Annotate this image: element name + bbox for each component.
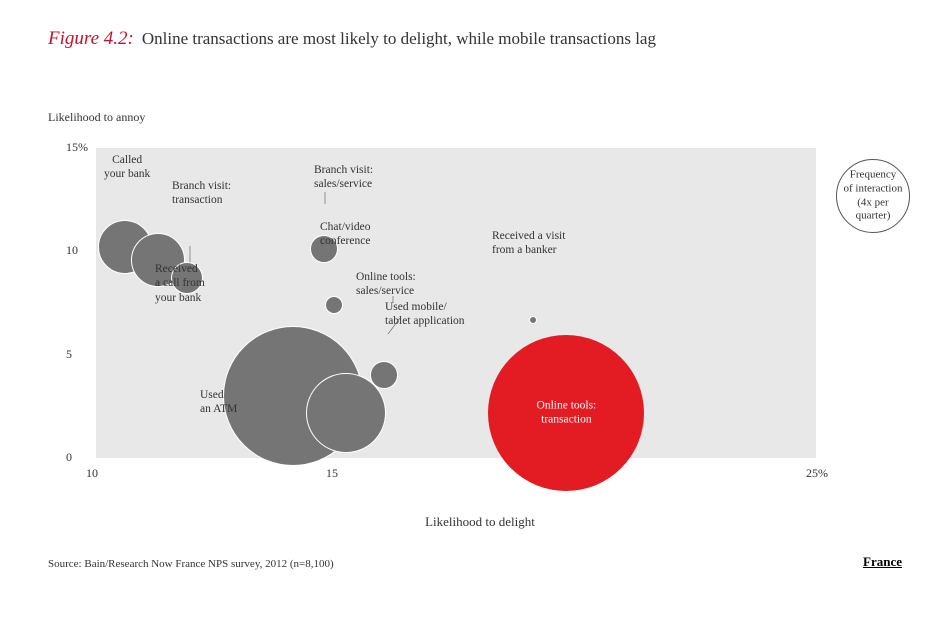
figure-header: Figure 4.2: Online transactions are most… (48, 28, 902, 50)
country-label: France (863, 554, 902, 570)
y-tick-label: 10 (66, 243, 78, 258)
bubble-label-used-atm: Usedan ATM (200, 388, 237, 417)
x-tick-label: 10 (86, 466, 98, 481)
bubble-label-chat-video: Chat/videoconference (320, 220, 370, 249)
bubble-label-received-call: Receiveda call fromyour bank (155, 262, 205, 305)
bubble-online-sales (370, 361, 398, 389)
y-axis-label: Likelihood to annoy (48, 110, 145, 125)
bubble-label-banker-visit: Received a visitfrom a banker (492, 229, 565, 258)
y-tick-label: 15% (66, 140, 88, 155)
x-tick-label: 25% (806, 466, 828, 481)
bubble-label-called-bank: Calledyour bank (104, 153, 150, 182)
source-note: Source: Bain/Research Now France NPS sur… (48, 558, 334, 570)
y-tick-label: 5 (66, 347, 72, 362)
bubble-label-branch-sales: Branch visit:sales/service (314, 163, 373, 192)
bubble-label-mobile-app: Used mobile/tablet application (385, 300, 465, 329)
figure-number: Figure 4.2: (48, 28, 134, 50)
bubble-label-branch-transaction: Branch visit:transaction (172, 179, 231, 208)
bubble-label-online-sales: Online tools:sales/service (356, 270, 416, 299)
legend-text: Frequencyof interaction(4x perquarter) (833, 169, 913, 224)
figure-title: Online transactions are most likely to d… (142, 29, 656, 49)
bubble-label-online-transaction: Online tools:transaction (506, 398, 626, 427)
bubble-banker-visit (529, 316, 537, 324)
x-tick-label: 15 (326, 466, 338, 481)
y-tick-label: 0 (66, 450, 72, 465)
x-axis-label: Likelihood to delight (380, 514, 580, 530)
bubble-chat-video (325, 296, 343, 314)
